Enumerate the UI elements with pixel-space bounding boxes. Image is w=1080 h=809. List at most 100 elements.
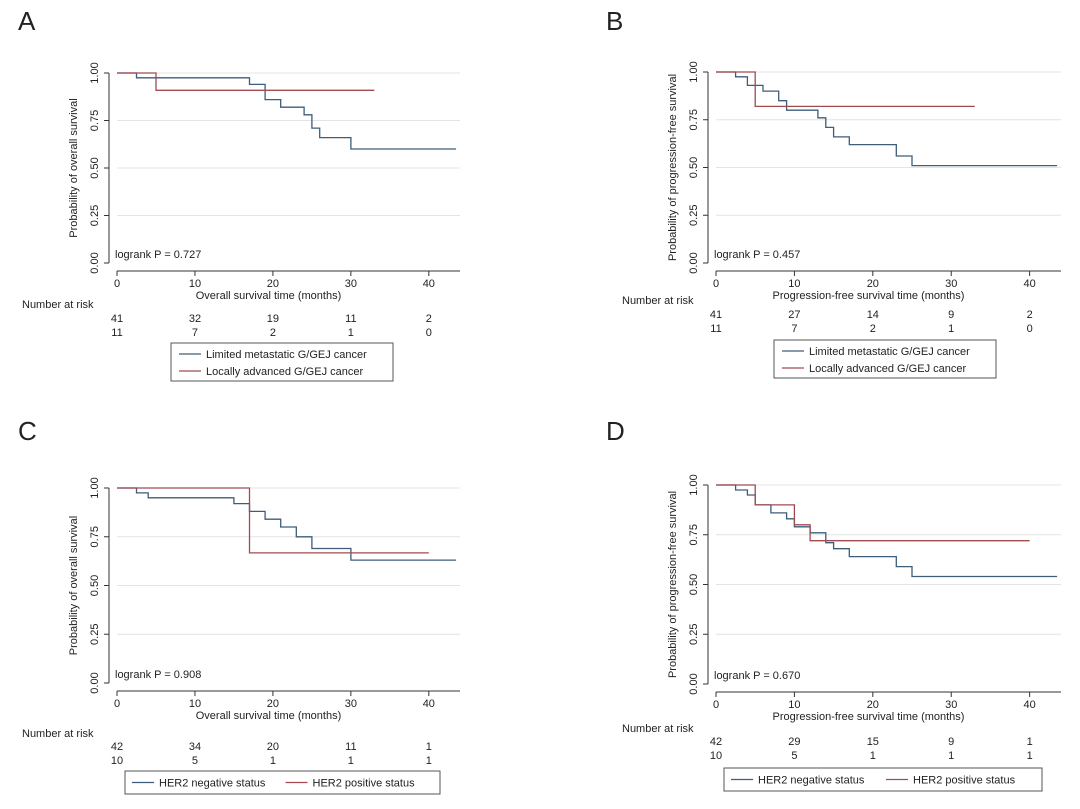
y-tick-label: 0.50 (89, 575, 101, 596)
km-curve-series-2 (117, 72, 375, 91)
risk-count: 41 (710, 309, 722, 321)
panel-c: C 0.00 0.25 0.50 0.75 1.00 0 10 20 30 40 Probabilit… (18, 416, 460, 795)
risk-count: 1 (948, 750, 954, 762)
risk-count: 1 (1027, 736, 1033, 748)
y-tick-label: 0.00 (688, 252, 700, 273)
risk-table-title: Number at risk (22, 299, 94, 311)
y-axis-label: Probability of progression-free survival (667, 491, 679, 678)
y-tick-label: 1.00 (688, 474, 700, 495)
risk-count: 10 (710, 750, 722, 762)
risk-count: 0 (1027, 323, 1033, 335)
y-tick-label: 0.25 (688, 624, 700, 645)
panel-label: C (18, 416, 37, 446)
risk-count: 9 (948, 736, 954, 748)
y-tick-label: 0.25 (89, 624, 101, 645)
risk-count: 5 (791, 750, 797, 762)
km-curve-series-2 (117, 487, 429, 554)
y-axis-label: Probability of overall survival (68, 98, 80, 237)
risk-count: 11 (345, 741, 356, 753)
legend-label: Locally advanced G/GEJ cancer (809, 363, 966, 375)
x-tick-label: 20 (267, 278, 279, 290)
x-tick-label: 30 (945, 278, 957, 290)
x-tick-label: 0 (114, 278, 120, 290)
x-axis-label: Overall survival time (months) (196, 710, 341, 722)
y-tick-label: 1.00 (89, 62, 101, 83)
risk-count: 41 (111, 313, 123, 325)
panel-d: D 0.00 0.25 0.50 0.75 1.00 0 10 20 30 40 Probabilit… (606, 416, 1061, 792)
y-tick-label: 1.00 (89, 477, 101, 498)
risk-count: 32 (189, 313, 201, 325)
risk-count: 1 (348, 327, 354, 339)
risk-count: 1 (426, 741, 432, 753)
y-tick-label: 0.25 (89, 205, 101, 226)
risk-count: 15 (867, 736, 879, 748)
legend-label: HER2 negative status (758, 775, 865, 787)
km-curve-series-1 (117, 487, 457, 561)
logrank-annotation: logrank P = 0.908 (115, 669, 201, 681)
panel-label: B (606, 6, 623, 36)
risk-table-title: Number at risk (622, 295, 694, 307)
y-tick-label: 0.00 (688, 673, 700, 694)
risk-count: 1 (426, 755, 432, 767)
x-tick-label: 10 (189, 278, 201, 290)
x-tick-label: 10 (788, 278, 800, 290)
y-axis-label: Probability of overall survival (68, 516, 80, 655)
x-tick-label: 40 (1024, 699, 1036, 711)
risk-count: 5 (192, 755, 198, 767)
y-tick-label: 1.00 (688, 61, 700, 82)
legend-box (773, 339, 997, 379)
y-tick-label: 0.75 (688, 109, 700, 130)
risk-count: 42 (111, 741, 123, 753)
x-tick-label: 10 (788, 699, 800, 711)
risk-count: 11 (111, 327, 122, 339)
x-tick-label: 0 (114, 698, 120, 710)
risk-count: 2 (870, 323, 876, 335)
risk-count: 1 (270, 755, 276, 767)
risk-count: 2 (426, 313, 432, 325)
x-axis-label: Progression-free survival time (months) (773, 711, 965, 723)
risk-count: 11 (345, 313, 356, 325)
risk-table-title: Number at risk (622, 723, 694, 735)
y-tick-label: 0.75 (688, 524, 700, 545)
panel-b: B0.000.250.500.751.000 10 20 30 40Probabilit… (606, 6, 1061, 379)
risk-count: 14 (867, 309, 879, 321)
x-tick-label: 20 (867, 278, 879, 290)
x-tick-label: 40 (423, 698, 435, 710)
km-curve-series-2 (716, 484, 1030, 542)
km-curve-series-2 (716, 71, 975, 108)
risk-count: 29 (788, 736, 800, 748)
y-tick-label: 0.50 (688, 574, 700, 595)
x-tick-label: 30 (345, 278, 357, 290)
risk-count: 7 (192, 327, 198, 339)
x-axis-label: Overall survival time (months) (196, 290, 341, 302)
y-tick-label: 0.75 (89, 110, 101, 131)
km-curve-series-1 (716, 484, 1058, 578)
risk-count: 1 (348, 755, 354, 767)
y-tick-label: 0.00 (89, 672, 101, 693)
risk-count: 1 (870, 750, 876, 762)
risk-count: 2 (270, 327, 276, 339)
risk-count: 42 (710, 736, 722, 748)
x-tick-label: 30 (345, 698, 357, 710)
x-tick-label: 30 (945, 699, 957, 711)
risk-count: 10 (111, 755, 123, 767)
risk-count: 1 (1027, 750, 1033, 762)
logrank-annotation: logrank P = 0.457 (714, 249, 800, 261)
km-curve-series-1 (716, 71, 1058, 167)
legend-label: Limited metastatic G/GEJ cancer (809, 346, 970, 358)
legend-box (170, 342, 394, 382)
panel-a: A0.000.250.500.751.000 10 20 30 40Probabilit… (18, 6, 460, 382)
x-tick-label: 20 (267, 698, 279, 710)
legend-label: HER2 positive status (913, 775, 1016, 787)
km-curve-series-1 (117, 72, 457, 150)
risk-table-title: Number at risk (22, 728, 94, 740)
risk-count: 19 (267, 313, 279, 325)
x-tick-label: 10 (189, 698, 201, 710)
legend-label: HER2 negative status (159, 778, 266, 790)
risk-count: 2 (1027, 309, 1033, 321)
legend-label: Limited metastatic G/GEJ cancer (206, 349, 367, 361)
y-tick-label: 0.25 (688, 205, 700, 226)
x-tick-label: 40 (1024, 278, 1036, 290)
y-axis-label: Probability of progression-free survival (667, 74, 679, 261)
